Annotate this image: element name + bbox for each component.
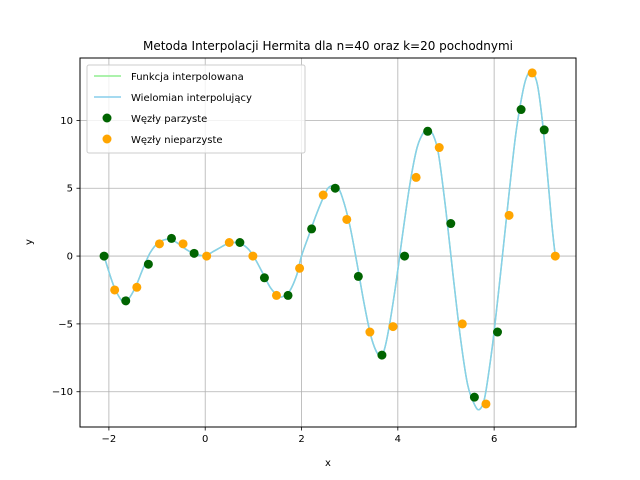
series-2-point — [516, 105, 526, 115]
series-3-point — [550, 251, 560, 261]
series-3-point — [202, 251, 212, 261]
y-tick-label: 0 — [67, 252, 73, 263]
x-tick-label: 2 — [298, 434, 304, 445]
series-layer — [99, 68, 560, 411]
series-2-point — [259, 273, 269, 283]
series-3-point — [110, 285, 120, 295]
series-3-point — [154, 239, 164, 249]
series-3-point — [132, 282, 142, 292]
series-2-point — [235, 238, 245, 247]
series-3-point — [481, 399, 491, 409]
series-3-point — [434, 143, 444, 153]
series-3-point — [271, 290, 281, 300]
series-2-point — [121, 296, 131, 306]
y-tick-label: 5 — [67, 184, 73, 195]
series-3-point — [411, 172, 421, 182]
series-line-1 — [103, 71, 557, 411]
series-2-point — [423, 126, 433, 136]
legend-label-funkcja: Funkcja interpolowana — [131, 72, 244, 83]
series-3-point — [457, 319, 467, 329]
legend-box — [86, 64, 306, 154]
series-3-point — [224, 238, 234, 247]
x-tick-label: 0 — [202, 434, 208, 445]
series-2-point — [469, 392, 479, 402]
series-3-point — [178, 239, 188, 249]
series-3-point — [388, 322, 398, 332]
series-2-point — [283, 290, 293, 300]
series-2-point — [99, 251, 109, 261]
ticks: −2 0 2 4 6 −10 −5 0 5 10 — [52, 116, 497, 445]
series-2-point — [143, 259, 153, 269]
series-2-point — [539, 125, 549, 135]
series-3-point — [527, 68, 537, 78]
series-2-point — [330, 183, 340, 193]
x-axis-label: x — [325, 458, 331, 469]
series-2-point — [377, 350, 387, 360]
series-3-point — [318, 190, 328, 200]
series-2-point — [166, 233, 176, 243]
series-2-point — [493, 327, 503, 337]
legend-label-wielomian: Wielomian interpolujący — [131, 93, 252, 104]
series-2-point — [446, 219, 456, 229]
legend-label-parzyste: Węzły parzyste — [131, 114, 207, 125]
legend-swatch-parzyste — [102, 113, 112, 123]
series-3-point — [248, 251, 258, 261]
legend-swatch-nieparzyste — [102, 134, 112, 144]
series-3-point — [342, 214, 352, 224]
x-tick-label: 4 — [395, 434, 401, 445]
y-tick-label: 10 — [60, 116, 73, 127]
legend: Funkcja interpolowana Wielomian interpol… — [86, 64, 306, 154]
plot-frame — [79, 57, 577, 428]
series-2-point — [307, 224, 317, 234]
y-tick-label: −5 — [58, 319, 73, 330]
chart-title: Metoda Interpolacji Hermita dla n=40 ora… — [143, 39, 513, 53]
y-axis-label: y — [24, 239, 35, 245]
series-3-point — [295, 263, 305, 273]
series-2-point — [189, 248, 199, 258]
series-2-point — [353, 271, 363, 281]
series-2-point — [400, 251, 410, 261]
series-3-point — [504, 210, 514, 220]
y-tick-label: −10 — [52, 387, 73, 398]
x-tick-label: −2 — [102, 434, 117, 445]
x-tick-label: 6 — [491, 434, 497, 445]
series-3-point — [365, 327, 375, 337]
legend-label-nieparzyste: Węzły nieparzyste — [131, 135, 223, 146]
